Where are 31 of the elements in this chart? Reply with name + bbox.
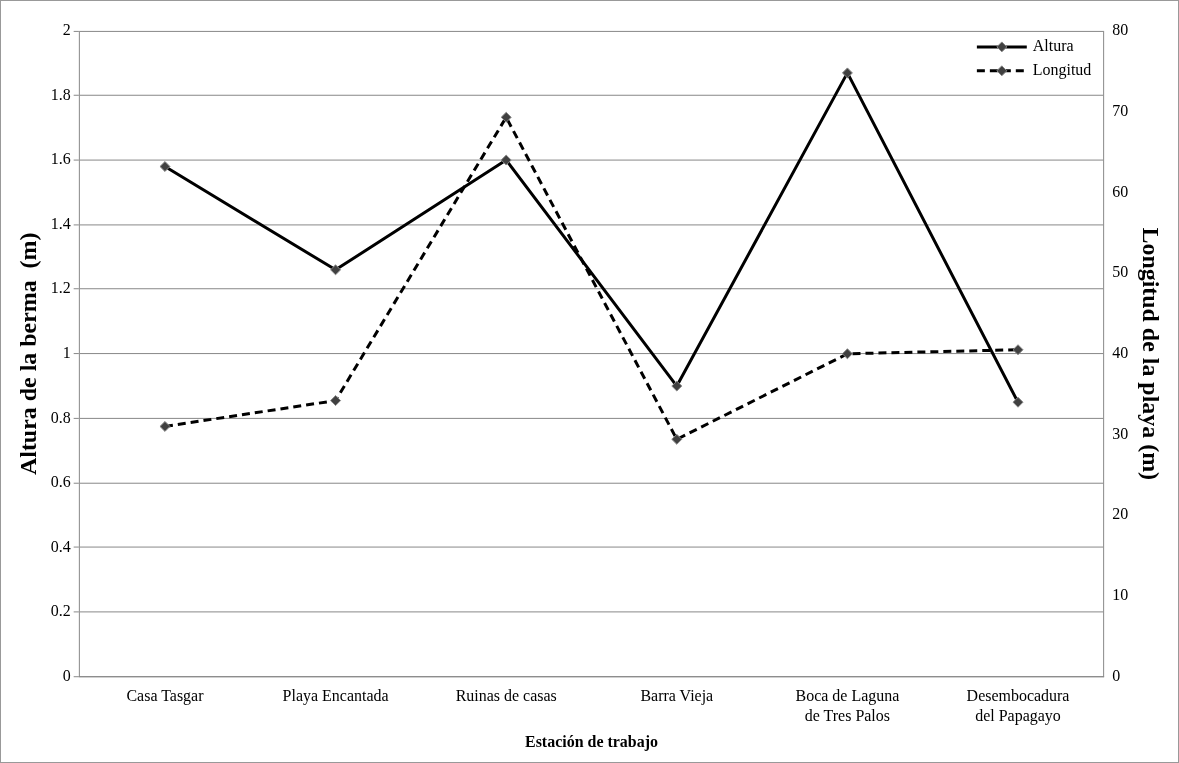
y-tick-label: 1.4 [50, 214, 71, 232]
y2-tick-label: 50 [1112, 263, 1129, 281]
x-tick-label: Ruinas de casas [455, 687, 557, 705]
y-tick-label: 1.6 [50, 150, 71, 168]
y-tick-label: 1.8 [50, 85, 71, 103]
y2-tick-label: 0 [1112, 666, 1121, 684]
y2-tick-label: 80 [1112, 21, 1129, 39]
y2-tick-label: 70 [1112, 101, 1129, 119]
x-tick-label: Boca de Laguna de Tres Palos [795, 687, 900, 724]
y-tick-label: 1.2 [50, 279, 71, 297]
y2-axis-title: Longitud de la playa (m) [1138, 227, 1165, 481]
y-axis-title: Altura de la berma (m) [14, 232, 41, 476]
y-tick-label: 0.2 [50, 602, 71, 620]
y-tick-label: 0.4 [50, 537, 71, 555]
legend-label: Altura [1032, 37, 1074, 55]
y2-tick-label: 40 [1112, 343, 1129, 361]
y2-tick-label: 60 [1112, 182, 1129, 200]
legend-label: Longitud [1032, 61, 1092, 80]
y-tick-label: 2 [62, 21, 71, 39]
y2-tick-label: 20 [1112, 505, 1129, 523]
y-tick-label: 0 [62, 666, 71, 684]
y2-tick-label: 10 [1112, 586, 1129, 604]
x-tick-label: Barra Vieja [640, 687, 714, 706]
y-tick-label: 0.8 [50, 408, 71, 426]
x-tick-label: Casa Tasgar [126, 687, 205, 706]
y-tick-label: 1 [62, 343, 71, 361]
y-tick-label: 0.6 [50, 473, 71, 491]
x-tick-label: Playa Encantada [282, 687, 389, 706]
x-axis-title: Estación de trabajo [524, 732, 659, 751]
x-tick-label: Desembocadura del Papagayo [966, 687, 1070, 725]
y2-tick-label: 30 [1112, 424, 1129, 442]
